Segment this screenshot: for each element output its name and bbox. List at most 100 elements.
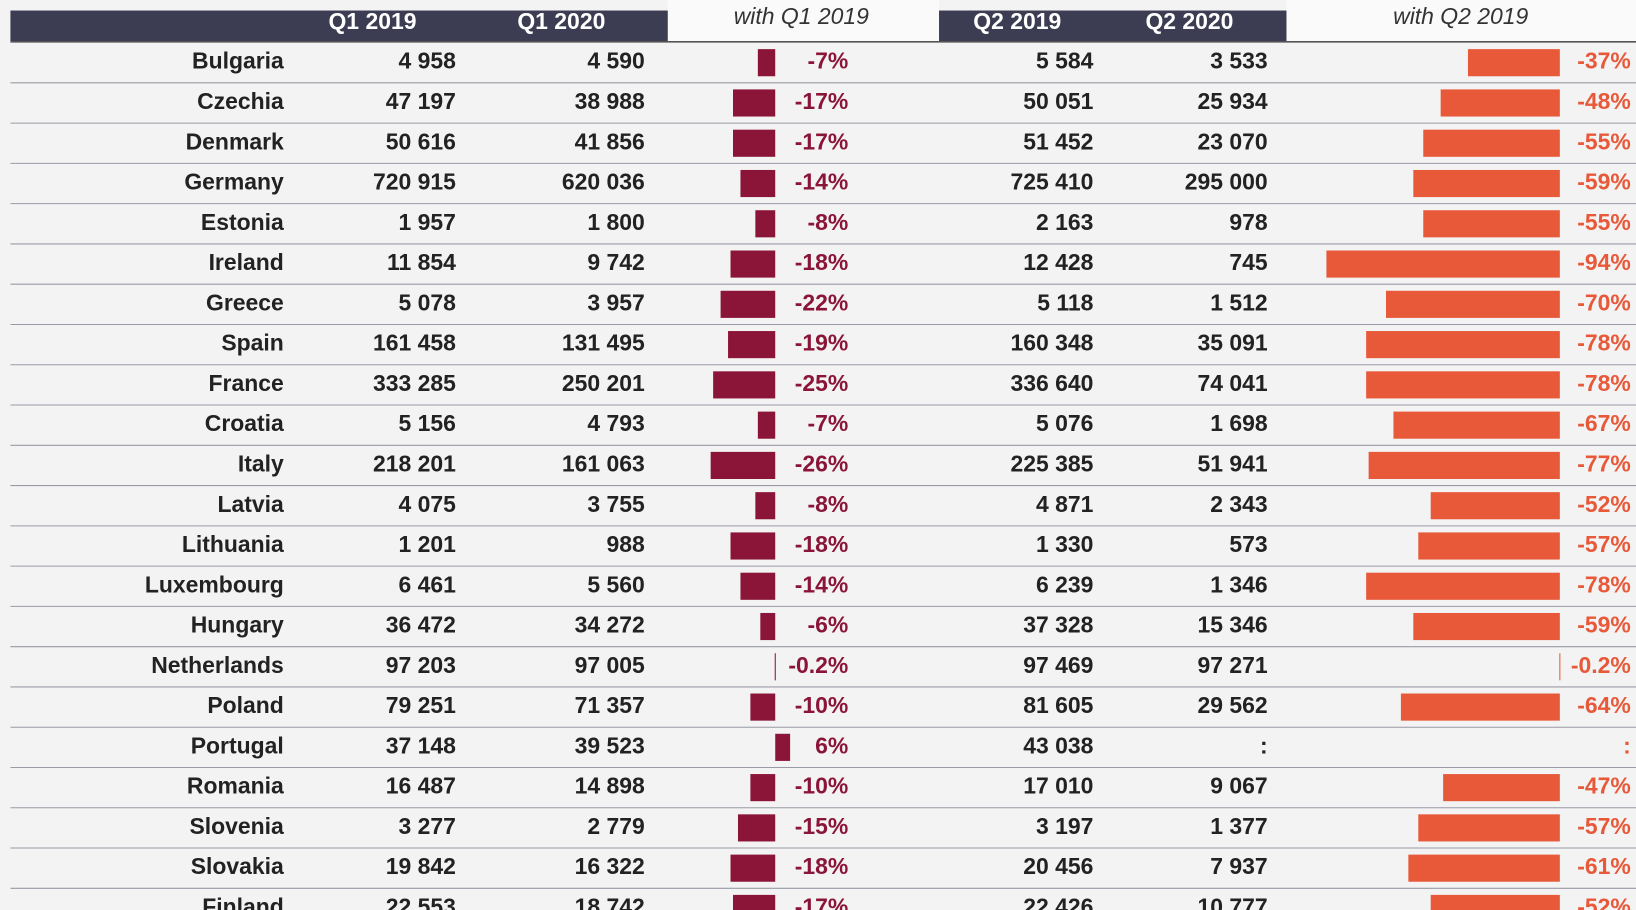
change-label: -8%: [807, 491, 848, 517]
bar: [1418, 532, 1560, 560]
cell: 35 091: [1198, 330, 1268, 356]
bar: [720, 290, 776, 318]
header: Q1 2019: [328, 8, 416, 34]
change-label: -22%: [795, 289, 849, 315]
cell: 50 616: [386, 128, 456, 154]
bar: [1430, 492, 1560, 520]
cell: 71 357: [575, 692, 645, 718]
change-label: -26%: [795, 450, 849, 476]
country: Portugal: [191, 732, 284, 758]
cell: 37 148: [386, 732, 456, 758]
cell: 37 328: [1023, 612, 1093, 638]
bar: [740, 572, 776, 600]
change-label: -52%: [1577, 491, 1631, 517]
cell: 1 377: [1210, 813, 1267, 839]
change-label: -18%: [795, 531, 849, 557]
change-label: -78%: [1577, 571, 1631, 597]
cell: 3 197: [1036, 813, 1093, 839]
bar: [1366, 331, 1560, 359]
bar: [730, 854, 776, 882]
change-label: -59%: [1577, 169, 1631, 195]
cell: 2 779: [587, 813, 644, 839]
cell: 10 777: [1198, 894, 1268, 910]
cell: 161 063: [562, 450, 645, 476]
header: with Q1 2019: [734, 3, 869, 29]
cell: 97 005: [575, 652, 645, 678]
cell: 14 898: [575, 773, 645, 799]
cell: 5 118: [1037, 289, 1093, 315]
cell: 16 487: [386, 773, 456, 799]
cell: 50 051: [1023, 88, 1093, 114]
cell: 16 322: [575, 853, 645, 879]
bar: [1413, 612, 1560, 641]
cell: 39 523: [575, 732, 645, 758]
change-label: -61%: [1577, 853, 1631, 879]
country: Slovenia: [189, 813, 284, 839]
bar: [733, 129, 776, 157]
cell: 17 010: [1023, 773, 1093, 799]
cell: 97 271: [1198, 652, 1268, 678]
header: Q2 2020: [1145, 8, 1233, 34]
change-label: 6%: [815, 732, 848, 758]
bar: [757, 411, 776, 439]
cell: 3 533: [1210, 48, 1267, 74]
cell: 1 800: [587, 209, 644, 235]
country: Croatia: [205, 410, 284, 436]
change-label: -19%: [795, 330, 849, 356]
bar: [1443, 774, 1560, 802]
cell: 3 277: [399, 813, 456, 839]
change-label: -18%: [795, 853, 849, 879]
bar: [1423, 129, 1560, 157]
change-label: -78%: [1577, 330, 1631, 356]
bar: [730, 250, 776, 278]
cell: 15 346: [1198, 612, 1268, 638]
change-label: -78%: [1577, 370, 1631, 396]
cell: 978: [1229, 209, 1268, 235]
bar: [1366, 572, 1560, 600]
change-label: -15%: [795, 813, 849, 839]
cell: 988: [607, 531, 646, 557]
change-label: -55%: [1577, 128, 1631, 154]
change-label: -25%: [795, 370, 849, 396]
cell: 1 346: [1210, 571, 1267, 597]
cell: 720 915: [373, 169, 456, 195]
change-label: -48%: [1577, 88, 1631, 114]
country: Bulgaria: [192, 48, 284, 74]
bar: [1440, 89, 1560, 117]
country: Netherlands: [151, 652, 284, 678]
cell: 43 038: [1023, 732, 1093, 758]
change-label: -37%: [1577, 48, 1631, 74]
country: France: [209, 370, 284, 396]
cell: 250 201: [562, 370, 645, 396]
bar: [774, 653, 776, 681]
change-label: -0.2%: [1571, 652, 1631, 678]
bar: [737, 814, 776, 842]
cell: 333 285: [373, 370, 456, 396]
bar: [1418, 814, 1560, 842]
cell: 2 163: [1036, 209, 1093, 235]
bar: [1386, 290, 1560, 318]
change-label: -55%: [1577, 209, 1631, 235]
change-label: -10%: [795, 773, 849, 799]
cell: 79 251: [386, 692, 456, 718]
bar: [730, 532, 776, 560]
change-label: -14%: [795, 169, 849, 195]
cell: 3 755: [587, 491, 645, 517]
country: Latvia: [217, 491, 284, 517]
cell: 12 428: [1023, 249, 1093, 275]
header-cell: [1286, 0, 1636, 42]
bar: [1400, 693, 1560, 721]
country: Greece: [206, 289, 284, 315]
country: Lithuania: [182, 531, 284, 557]
cell: 131 495: [562, 330, 645, 356]
cell: 22 426: [1023, 894, 1093, 910]
cell: 5 076: [1036, 410, 1093, 436]
change-label: -7%: [807, 48, 848, 74]
cell: 160 348: [1011, 330, 1094, 356]
cell: 18 742: [575, 894, 645, 910]
bar: [757, 49, 776, 77]
cell: 725 410: [1011, 169, 1094, 195]
cell: 1 330: [1036, 531, 1093, 557]
